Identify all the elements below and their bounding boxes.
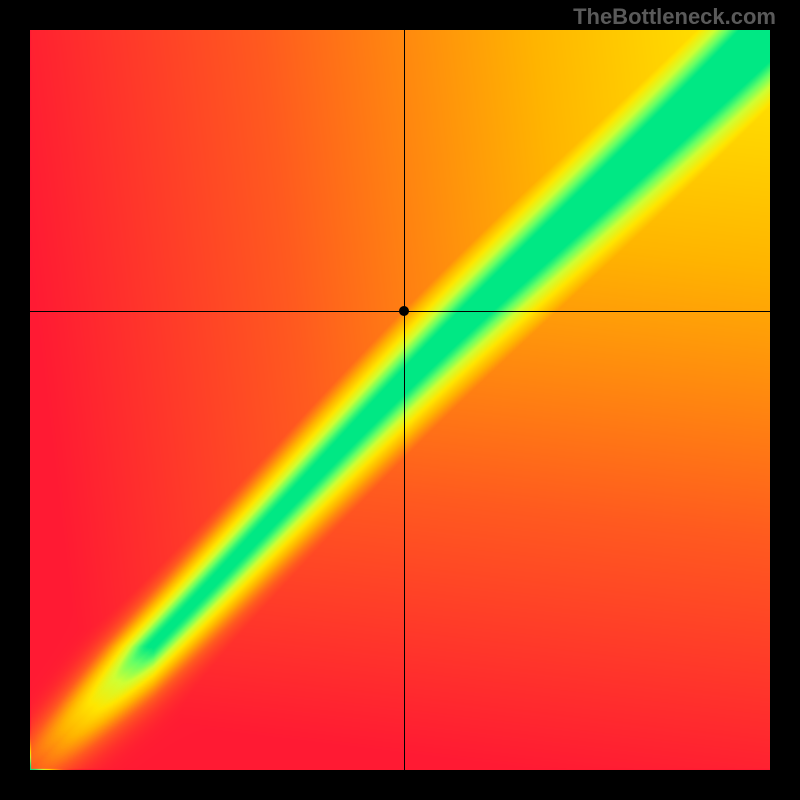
watermark-text: TheBottleneck.com <box>573 4 776 30</box>
crosshair-vertical <box>404 30 405 770</box>
heatmap-canvas <box>30 30 770 770</box>
crosshair-marker <box>399 306 409 316</box>
plot-area <box>30 30 770 770</box>
